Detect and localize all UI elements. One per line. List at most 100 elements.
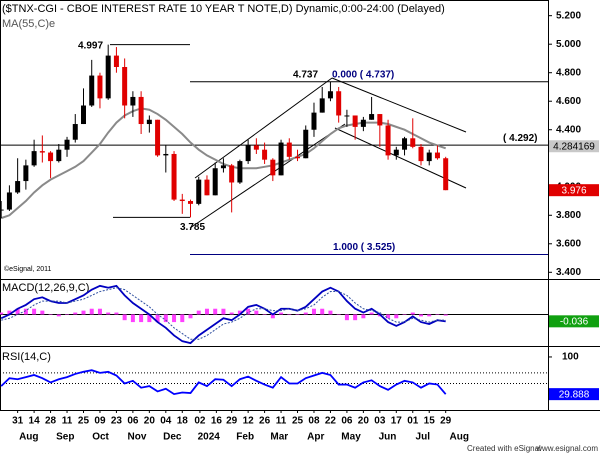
value-tag-label: 4.284169 — [553, 141, 595, 152]
candle-body — [385, 125, 391, 156]
histogram-bar — [254, 310, 259, 315]
histogram-bar — [369, 312, 374, 315]
value-tag — [549, 140, 599, 153]
histogram-bar — [32, 308, 37, 315]
candle-body — [369, 114, 375, 120]
value-tag-label: 29.888 — [559, 389, 590, 400]
histogram-bar — [311, 308, 316, 315]
value-tag-label: -0.036 — [560, 316, 589, 327]
histogram-bar — [65, 314, 70, 315]
candle-body — [434, 152, 440, 159]
histogram-bar — [0, 312, 4, 315]
x-month-label: Aug — [19, 432, 38, 443]
x-tick-label: 03 — [374, 416, 386, 427]
candle-body — [303, 129, 309, 159]
candle-body — [122, 67, 128, 106]
histogram-bar — [172, 314, 177, 323]
y-tick-label: 3.800 — [556, 210, 581, 221]
x-tick-label: 14 — [29, 416, 41, 427]
histogram-bar — [394, 314, 399, 319]
candle-body — [319, 98, 325, 113]
candle-body — [270, 159, 276, 176]
candle-body — [360, 119, 366, 127]
candle-body — [418, 146, 424, 162]
x-tick-label: 11 — [62, 416, 73, 427]
histogram-bar — [188, 314, 193, 319]
histogram-bar — [155, 314, 160, 323]
histogram-bar — [361, 314, 366, 319]
candle-body — [56, 149, 62, 162]
histogram-bar — [147, 314, 152, 323]
histogram-bar — [229, 312, 234, 315]
candle-body — [15, 181, 21, 193]
candle-body — [237, 161, 243, 183]
x-tick-label: 02 — [194, 416, 206, 427]
histogram-bar — [139, 314, 144, 323]
candle-body — [31, 151, 37, 166]
value-tag — [549, 388, 599, 401]
value-tag — [549, 315, 599, 328]
level-label: 4.737 — [293, 69, 318, 80]
candle-body — [311, 112, 317, 130]
candle-body — [179, 199, 185, 202]
histogram-bar — [386, 314, 391, 319]
histogram-bar — [237, 310, 242, 315]
histogram-bar — [287, 314, 292, 315]
panel-title: RSI(14,C) — [2, 351, 51, 363]
candle-body — [146, 119, 152, 125]
x-tick-label: 25 — [78, 416, 90, 427]
histogram-bar — [15, 308, 20, 315]
x-tick-label: 25 — [292, 416, 304, 427]
x-tick-label: 20 — [144, 416, 156, 427]
x-month-label: Feb — [236, 432, 254, 443]
y-tick-label: 4.600 — [556, 96, 581, 107]
histogram-bar — [114, 312, 119, 315]
level-label: 4.997 — [78, 40, 103, 51]
y-tick-label: 3.400 — [556, 267, 581, 278]
candle-body — [229, 165, 235, 183]
x-month-label: 2024 — [198, 432, 221, 443]
x-month-label: May — [341, 432, 361, 443]
histogram-bar — [180, 314, 185, 323]
x-month-label: Aug — [449, 432, 468, 443]
histogram-bar — [130, 314, 135, 323]
x-tick-label: 15 — [424, 416, 436, 427]
candle-body — [171, 153, 177, 200]
x-tick-label: 16 — [211, 416, 223, 427]
histogram-bar — [73, 312, 78, 315]
x-tick-label: 04 — [160, 416, 172, 427]
candle-body — [212, 168, 218, 196]
candle-body — [89, 75, 95, 106]
value-tag — [549, 184, 599, 197]
candle-body — [0, 209, 4, 211]
x-month-label: Jul — [416, 432, 431, 443]
x-tick-label: 20 — [358, 416, 370, 427]
x-tick-label: 06 — [341, 416, 353, 427]
x-tick-label: 18 — [177, 416, 189, 427]
candle-body — [402, 138, 408, 150]
x-tick-label: 06 — [127, 416, 139, 427]
x-month-label: Apr — [307, 432, 324, 443]
histogram-bar — [443, 314, 448, 316]
candle-body — [64, 139, 70, 150]
candle-body — [262, 149, 268, 160]
y-tick-label: 4.400 — [556, 124, 581, 135]
histogram-bar — [7, 310, 12, 315]
histogram-bar — [303, 312, 308, 315]
candle-body — [377, 114, 383, 126]
x-tick-label: 29 — [226, 416, 238, 427]
histogram-bar — [427, 314, 432, 317]
panel-title: MACD(12,26,9,C) — [2, 282, 89, 294]
channel-line — [189, 123, 346, 229]
histogram-bar — [336, 314, 341, 315]
x-month-label: Nov — [128, 432, 147, 443]
histogram-bar — [279, 312, 284, 315]
y-tick-label: 5.000 — [556, 39, 581, 50]
candle-body — [80, 105, 86, 125]
candle-body — [410, 138, 416, 147]
histogram-bar — [320, 308, 325, 315]
histogram-bar — [163, 314, 168, 323]
candle-body — [278, 142, 284, 176]
value-tag-label: 3.976 — [561, 185, 586, 196]
